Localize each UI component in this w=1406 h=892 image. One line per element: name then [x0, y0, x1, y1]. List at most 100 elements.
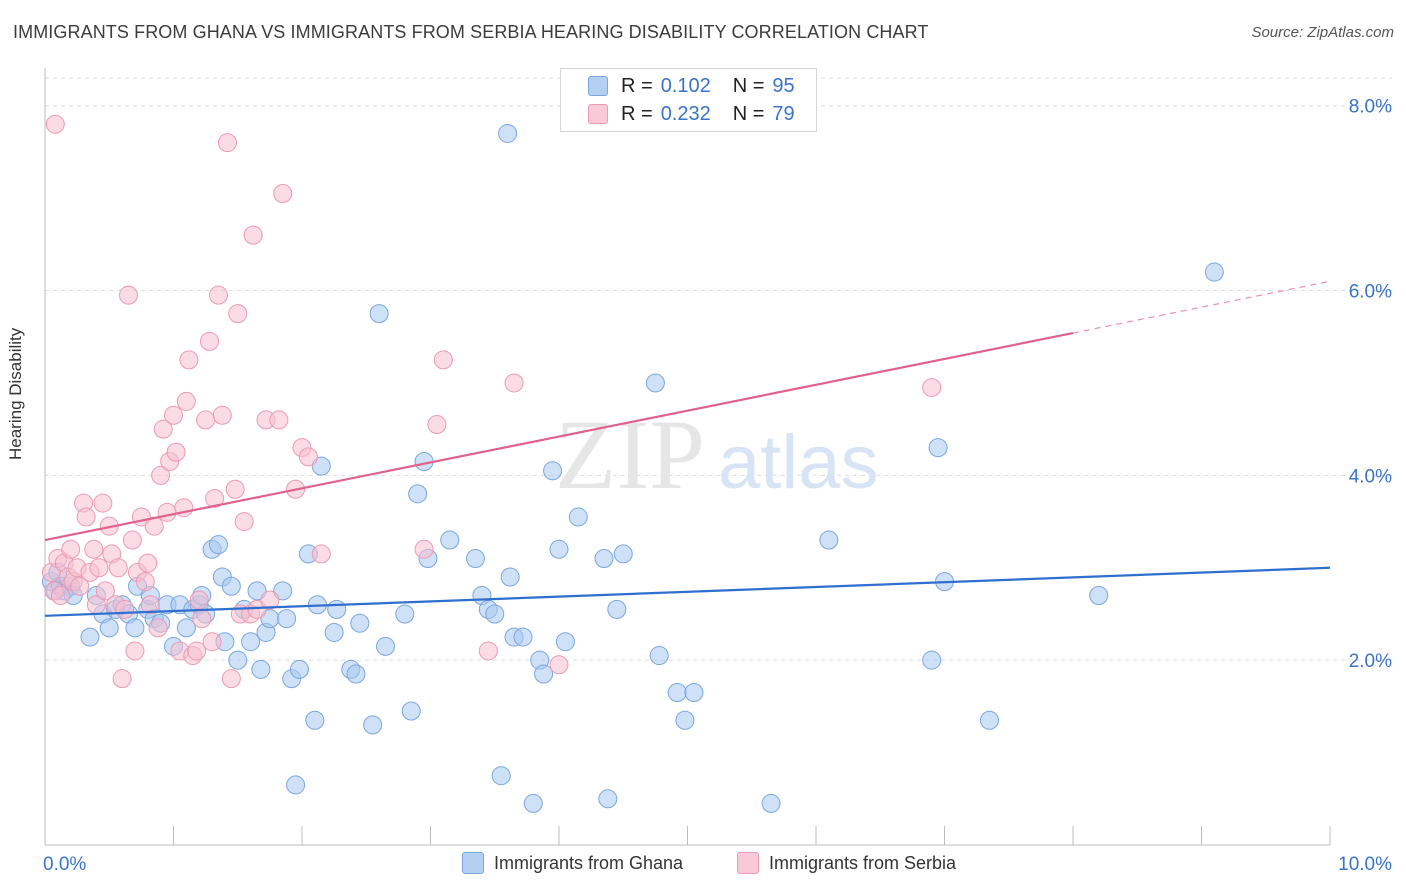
source-label: Source: ZipAtlas.com	[1251, 24, 1394, 41]
data-point-serbia	[95, 581, 115, 601]
data-point-serbia	[70, 576, 90, 596]
data-point-serbia	[549, 655, 569, 675]
data-point-ghana	[645, 373, 665, 393]
data-point-ghana	[1089, 585, 1109, 605]
data-point-serbia	[922, 378, 942, 398]
data-point-ghana	[273, 581, 293, 601]
data-point-ghana	[523, 793, 543, 813]
data-point-serbia	[298, 447, 318, 467]
legend-n-label: N =	[732, 74, 765, 97]
data-point-ghana	[221, 576, 241, 596]
legend-swatch-ghana	[588, 76, 608, 96]
watermark-atlas: atlas	[718, 420, 879, 505]
data-point-serbia	[148, 618, 168, 638]
data-point-ghana	[568, 507, 588, 527]
data-point-ghana	[534, 664, 554, 684]
data-point-serbia	[247, 599, 267, 619]
bottom-legend-label-serbia: Immigrants from Serbia	[769, 852, 957, 873]
data-point-serbia	[84, 539, 104, 559]
y-tick-label: 4.0%	[1349, 466, 1392, 487]
data-point-serbia	[140, 595, 160, 615]
data-point-serbia	[138, 553, 158, 573]
data-point-serbia	[176, 391, 196, 411]
chart-title: IMMIGRANTS FROM GHANA VS IMMIGRANTS FROM…	[13, 22, 929, 42]
data-point-ghana	[350, 613, 370, 633]
data-point-ghana	[241, 632, 261, 652]
data-point-ghana	[675, 710, 695, 730]
data-point-ghana	[594, 549, 614, 569]
data-point-serbia	[205, 488, 225, 508]
data-point-serbia	[433, 350, 453, 370]
data-point-ghana	[928, 438, 948, 458]
data-point-serbia	[225, 479, 245, 499]
data-point-ghana	[376, 636, 396, 656]
trendline-ghana	[44, 566, 1331, 617]
data-point-serbia	[164, 405, 183, 425]
data-point-serbia	[135, 572, 155, 592]
data-point-serbia	[228, 304, 248, 324]
data-point-ghana	[979, 710, 999, 730]
data-point-ghana	[277, 609, 297, 629]
data-point-serbia	[122, 530, 142, 550]
data-point-ghana	[286, 775, 306, 795]
data-point-serbia	[243, 225, 263, 245]
data-point-serbia	[157, 502, 177, 522]
data-point-ghana	[607, 599, 627, 619]
data-point-ghana	[80, 627, 100, 647]
correlation-legend: R = 0.102 N = 95 R = 0.232 N = 79	[560, 68, 817, 132]
data-point-ghana	[369, 304, 389, 324]
data-point-serbia	[199, 331, 219, 351]
data-point-serbia	[119, 285, 139, 305]
legend-n-label: N =	[732, 102, 765, 125]
data-point-serbia	[125, 641, 145, 661]
legend-row-ghana: R = 0.102 N = 95	[588, 73, 795, 99]
data-point-serbia	[273, 184, 293, 204]
data-point-ghana	[1204, 262, 1224, 282]
data-point-serbia	[115, 599, 135, 619]
data-point-ghana	[251, 659, 271, 679]
data-point-ghana	[922, 650, 942, 670]
y-axis-label: Hearing Disability	[6, 327, 25, 460]
x-tick-label: 10.0%	[1338, 854, 1392, 875]
data-point-serbia	[61, 539, 81, 559]
bottom-legend-label-ghana: Immigrants from Ghana	[494, 852, 684, 873]
watermark-zip: ZIP	[555, 399, 705, 510]
data-point-serbia	[45, 114, 65, 134]
trendline-extension-serbia	[1072, 280, 1331, 334]
bottom-legend-swatch-ghana	[462, 852, 484, 874]
data-point-serbia	[153, 419, 173, 439]
legend-r-label: R =	[621, 74, 653, 97]
data-point-ghana	[491, 766, 511, 786]
y-tick-label: 6.0%	[1349, 282, 1392, 303]
data-point-serbia	[260, 590, 280, 610]
data-point-serbia	[221, 669, 241, 689]
data-point-ghana	[555, 632, 575, 652]
trendline-serbia	[44, 331, 1074, 542]
data-point-ghana	[208, 535, 228, 555]
data-point-serbia	[192, 609, 212, 629]
y-tick-label: 2.0%	[1349, 651, 1392, 672]
data-point-ghana	[819, 530, 839, 550]
data-point-serbia	[179, 350, 199, 370]
data-point-ghana	[324, 622, 344, 642]
data-point-ghana	[549, 539, 569, 559]
data-point-serbia	[234, 512, 254, 532]
data-point-serbia	[311, 544, 331, 564]
data-point-ghana	[500, 567, 520, 587]
data-point-serbia	[196, 410, 216, 430]
legend-r-value: 0.102	[660, 74, 711, 97]
data-point-ghana	[346, 664, 366, 684]
data-point-ghana	[543, 461, 563, 481]
legend-swatch-serbia	[588, 104, 608, 124]
watermark: ZIP atlas	[555, 399, 879, 510]
data-point-serbia	[166, 442, 186, 462]
x-tick-label: 0.0%	[43, 854, 86, 875]
data-point-serbia	[212, 405, 232, 425]
bottom-legend-ghana: Immigrants from Ghana	[462, 852, 683, 874]
legend-r-value: 0.232	[660, 102, 711, 125]
data-point-serbia	[187, 641, 207, 661]
data-point-serbia	[108, 558, 128, 578]
data-point-ghana	[498, 123, 518, 143]
data-point-serbia	[269, 410, 289, 430]
